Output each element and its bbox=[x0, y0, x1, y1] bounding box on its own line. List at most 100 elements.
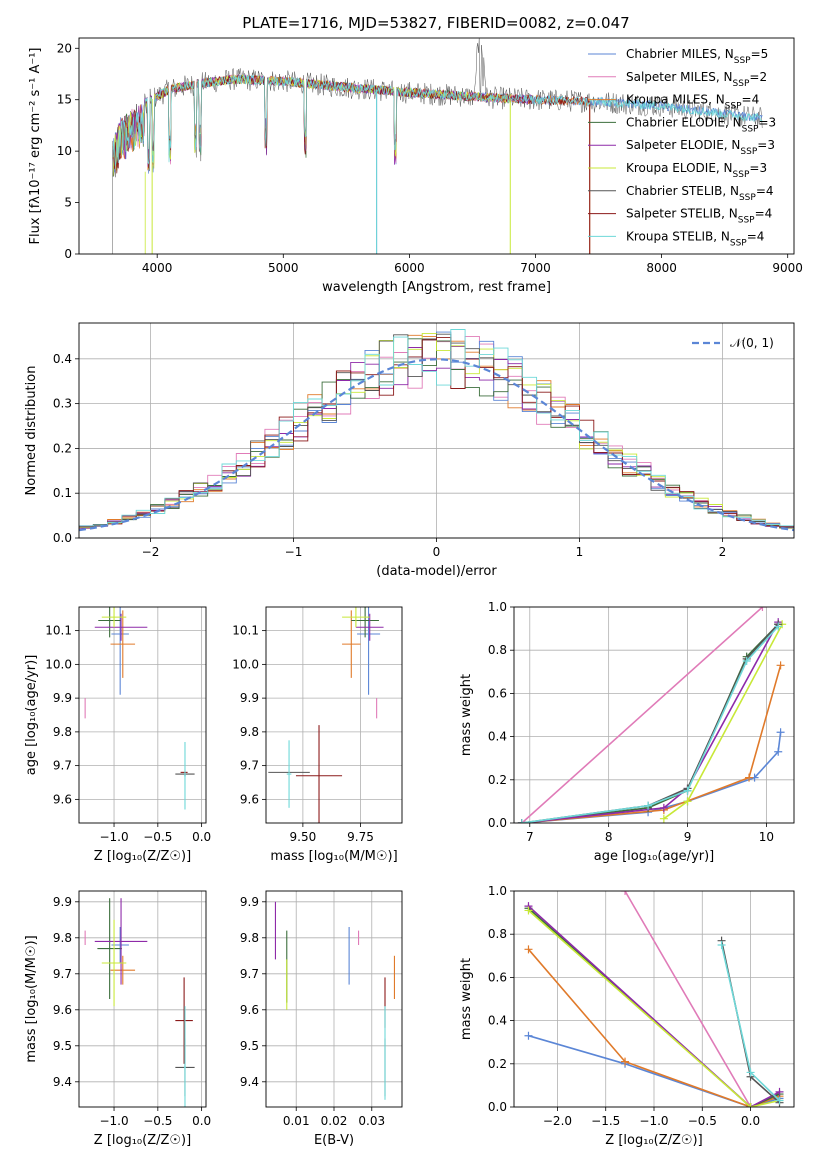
legend-label: Salpeter ELODIE, NSSP=3 bbox=[626, 138, 775, 157]
weight-point bbox=[746, 1103, 755, 1107]
x-tick-label: −0.5 bbox=[143, 830, 172, 844]
y-tick-label: 1.0 bbox=[488, 884, 507, 898]
legend-n-eq: = bbox=[749, 70, 759, 84]
y-tick-label: 0.0 bbox=[488, 1100, 507, 1114]
panel-age-vs-mass: 9.50 9.75 9.6 9.7 9.8 9.9 10.0 10.1 mass [log₁₀(… bbox=[232, 606, 403, 864]
weight-point bbox=[746, 1068, 755, 1077]
legend-model: Salpeter MILES bbox=[626, 70, 716, 84]
y-tick-label: 10.0 bbox=[45, 657, 72, 671]
weight-point bbox=[659, 814, 668, 823]
y-tick-label: 0.2 bbox=[53, 441, 72, 455]
y-tick-label: 0.6 bbox=[488, 686, 507, 700]
weight-point bbox=[683, 786, 692, 795]
legend-model: Kroupa MILES bbox=[626, 93, 708, 107]
legend-n-sub: SSP bbox=[733, 170, 750, 180]
plot-area bbox=[524, 891, 784, 1107]
legend-n-eq: = bbox=[751, 47, 761, 61]
weight-line bbox=[527, 907, 780, 1107]
plot-area bbox=[268, 607, 384, 823]
x-tick-label: 2 bbox=[719, 545, 727, 559]
y-tick-label: 9.5 bbox=[53, 1039, 72, 1053]
histogram-salpeter-stelib bbox=[79, 336, 794, 528]
legend-n-sub: SSP bbox=[730, 238, 747, 248]
weight-point bbox=[776, 728, 785, 737]
y-tick-label: 9.8 bbox=[53, 725, 72, 739]
y-tick-label: 9.5 bbox=[240, 1039, 259, 1053]
weight-point bbox=[524, 906, 533, 915]
y-tick-label: 9.7 bbox=[53, 967, 72, 981]
weight-line bbox=[528, 1034, 780, 1107]
legend-n-eq: = bbox=[755, 207, 765, 221]
legend-n-prefix: , N bbox=[717, 47, 734, 61]
weight-line bbox=[521, 625, 779, 823]
y-axis-label: Normed distribution bbox=[24, 366, 39, 496]
panel-residuals: −2 −1 0 1 2 0.0 0.1 0.2 0.3 0.4 (data-model)/error… bbox=[24, 322, 795, 579]
legend-n-value: 4 bbox=[752, 93, 760, 107]
legend-label: 𝒩(0, 1) bbox=[730, 336, 774, 350]
weight-point bbox=[524, 945, 533, 954]
x-axis-label: (data-model)/error bbox=[376, 564, 497, 579]
x-tick-label: −0.5 bbox=[143, 1114, 172, 1128]
y-tick-label: 0.2 bbox=[488, 773, 507, 787]
x-tick-label: 0.0 bbox=[192, 830, 211, 844]
x-tick-label: 0 bbox=[433, 545, 441, 559]
y-tick-label: 10.1 bbox=[232, 624, 259, 638]
legend-model: Salpeter ELODIE bbox=[626, 138, 724, 152]
x-tick-label: 4000 bbox=[142, 261, 173, 275]
legend-n-prefix: , N bbox=[713, 229, 730, 243]
x-axis-label: Z [log₁₀(Z/Z☉)] bbox=[94, 849, 191, 864]
legend-n-prefix: , N bbox=[708, 93, 725, 107]
x-tick-label: 10 bbox=[759, 830, 774, 844]
axes-frame bbox=[513, 890, 795, 1108]
weight-line bbox=[521, 623, 779, 823]
x-tick-label: 8000 bbox=[646, 261, 677, 275]
x-tick-label: −1 bbox=[285, 545, 303, 559]
weight-point bbox=[659, 803, 668, 812]
legend-model: Kroupa ELODIE bbox=[626, 161, 716, 175]
legend-n-eq: = bbox=[758, 115, 768, 129]
legend-label: Chabrier ELODIE, NSSP=3 bbox=[626, 115, 776, 134]
y-tick-label: 9.6 bbox=[53, 792, 72, 806]
axes-frame bbox=[78, 322, 795, 539]
x-tick-label: −1.5 bbox=[591, 1114, 620, 1128]
weight-point bbox=[775, 1087, 784, 1096]
legend-label: Chabrier MILES, NSSP=5 bbox=[626, 47, 768, 66]
y-tick-label: 0.4 bbox=[53, 352, 72, 366]
weight-point bbox=[775, 1096, 784, 1105]
y-tick-label: 0.6 bbox=[488, 970, 507, 984]
x-tick-label: 9.50 bbox=[290, 830, 317, 844]
spectrum-line-kroupa-stelib bbox=[112, 74, 763, 167]
x-tick-label: 9 bbox=[684, 830, 692, 844]
x-tick-label: 0.0 bbox=[741, 1114, 760, 1128]
y-tick-label: 0.1 bbox=[53, 486, 72, 500]
x-axis-label: Z [log₁₀(Z/Z☉)] bbox=[94, 1133, 191, 1148]
y-tick-label: 0.8 bbox=[488, 643, 507, 657]
x-axis-label: wavelength [Angstrom, rest frame] bbox=[322, 280, 551, 295]
legend-label: Kroupa MILES, NSSP=4 bbox=[626, 93, 759, 112]
y-tick-label: 9.9 bbox=[53, 691, 72, 705]
y-axis-label: mass weight bbox=[459, 958, 474, 1040]
y-tick-label: 9.8 bbox=[240, 725, 259, 739]
legend-model: Kroupa STELIB bbox=[626, 229, 713, 243]
legend-n-value: 3 bbox=[767, 138, 775, 152]
y-tick-label: 10.0 bbox=[232, 657, 259, 671]
spectrum-title: PLATE=1716, MJD=53827, FIBERID=0082, z=0… bbox=[242, 14, 629, 32]
y-tick-label: 9.7 bbox=[240, 967, 259, 981]
y-tick-label: 15 bbox=[57, 93, 72, 107]
legend-n-eq: = bbox=[749, 161, 759, 175]
legend-n-value: 4 bbox=[757, 229, 765, 243]
x-tick-label: −1.0 bbox=[99, 830, 128, 844]
x-tick-label: −2 bbox=[142, 545, 160, 559]
legend-n-sub: SSP bbox=[739, 193, 756, 203]
weight-point bbox=[717, 941, 726, 949]
x-tick-label: 9.75 bbox=[347, 830, 374, 844]
y-tick-label: 9.4 bbox=[53, 1075, 72, 1089]
x-tick-label: 7 bbox=[526, 830, 534, 844]
x-tick-label: 0.0 bbox=[192, 1114, 211, 1128]
y-tick-label: 0.8 bbox=[488, 927, 507, 941]
weight-line bbox=[521, 607, 764, 823]
y-tick-label: 9.7 bbox=[53, 759, 72, 773]
histogram-chabrier-elodie bbox=[79, 338, 794, 529]
axes-frame bbox=[265, 890, 403, 1108]
x-tick-label: −0.5 bbox=[688, 1114, 717, 1128]
